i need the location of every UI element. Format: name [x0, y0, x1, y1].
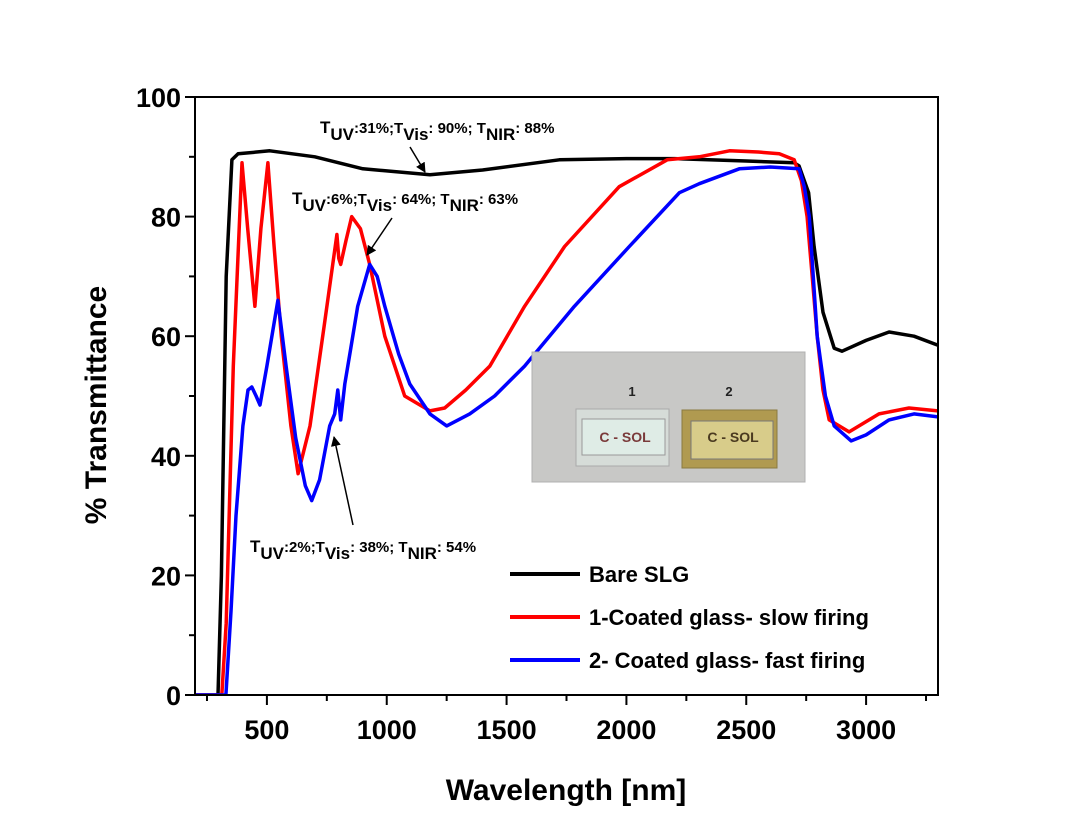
axis-ticks: 500 1000 1500 2000 2500 3000 0 20 40 60 80 100: [136, 83, 928, 745]
y-tick-label: 40: [151, 442, 181, 472]
sample-1-text: C - SOL: [599, 429, 651, 445]
x-tick-label: 1000: [357, 715, 417, 745]
y-tick-label: 80: [151, 203, 181, 233]
y-tick-label: 60: [151, 322, 181, 352]
annotations: TUV:31%;TVis: 90%; TNIR: 88% TUV:6%;TVis:…: [250, 118, 554, 563]
x-tick-label: 500: [244, 715, 289, 745]
x-tick-label: 2500: [716, 715, 776, 745]
series-layer: [195, 149, 938, 695]
y-tick-label: 0: [166, 681, 181, 711]
legend-label-1: Bare SLG: [589, 562, 689, 587]
inset-photo: 1 2 C - SOL C - SOL: [531, 351, 806, 483]
y-tick-label: 20: [151, 561, 181, 591]
x-tick-label: 1500: [477, 715, 537, 745]
inset-label-1: 1: [628, 384, 635, 399]
sample-2-text: C - SOL: [707, 429, 759, 445]
annotation-arrow-bare: [409, 146, 426, 173]
x-tick-label: 2000: [596, 715, 656, 745]
series-line-2: [195, 149, 938, 695]
annotation-text-2: TUV:6%;TVis: 64%; TNIR: 63%: [292, 189, 518, 215]
x-tick-label: 3000: [836, 715, 896, 745]
x-axis-label: Wavelength [nm]: [446, 774, 687, 807]
legend: Bare SLG 1-Coated glass- slow firing 2- Co…: [510, 562, 869, 673]
annotation-text-1: TUV:31%;TVis: 90%; TNIR: 88%: [320, 118, 554, 144]
series-line-3: [195, 165, 938, 695]
annotation-arrow-slow: [366, 217, 393, 256]
y-tick-label: 100: [136, 83, 181, 113]
y-axis-label: % Transmittance: [80, 286, 113, 524]
annotation-text-3: TUV:2%;TVis: 38%; TNIR: 54%: [250, 537, 476, 563]
inset-label-2: 2: [725, 384, 732, 399]
legend-label-3: 2- Coated glass- fast firing: [589, 648, 865, 673]
series-line-1: [195, 149, 938, 695]
legend-label-2: 1-Coated glass- slow firing: [589, 605, 869, 630]
annotation-arrow-fast: [331, 436, 354, 526]
